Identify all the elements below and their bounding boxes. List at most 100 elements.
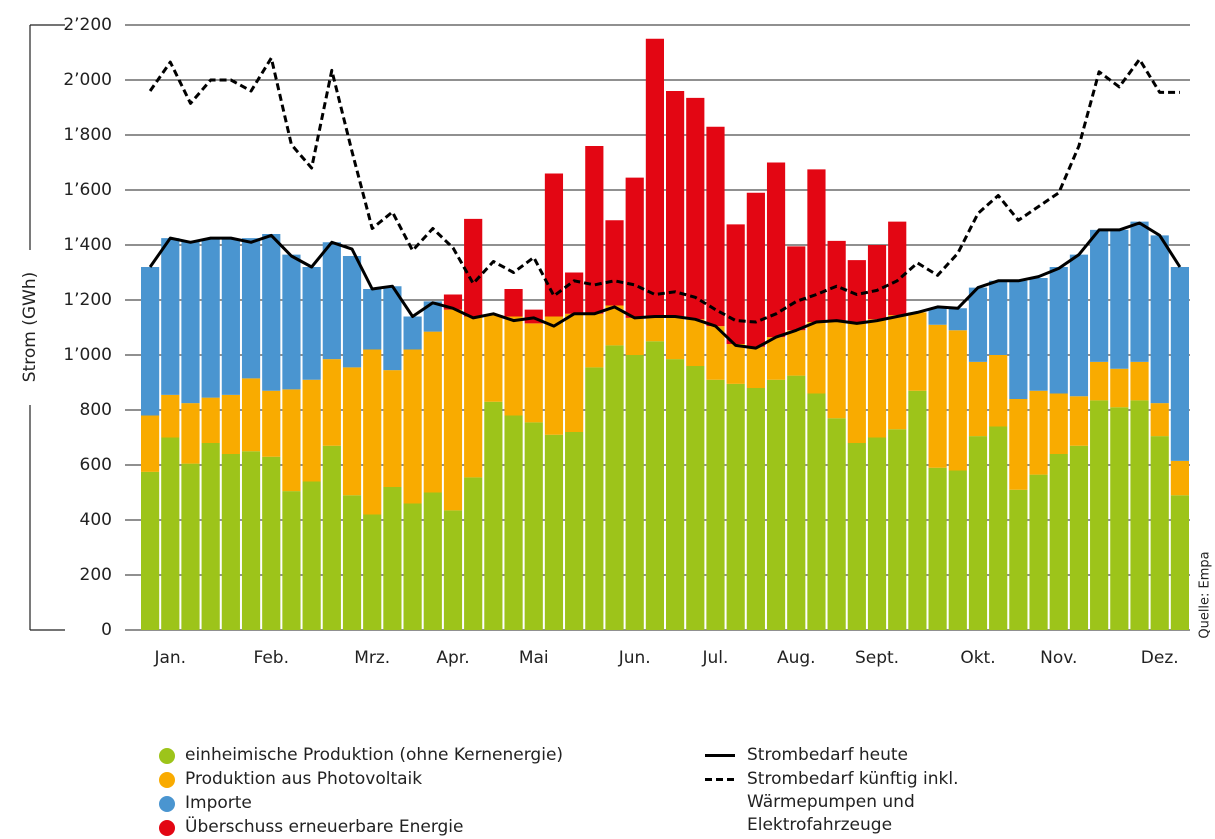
bar-segment: [201, 239, 220, 398]
bar-segment: [1150, 436, 1169, 630]
bar-segment: [605, 345, 624, 630]
y-tick-label: 1’800: [63, 125, 112, 145]
bar-segment: [141, 267, 160, 416]
bar-segment: [867, 319, 887, 438]
y-tick-label: 1’200: [63, 290, 112, 310]
bar-segment: [443, 510, 463, 630]
bar-segment: [746, 346, 765, 388]
bar-segment: [989, 355, 1008, 427]
bar-segment: [423, 492, 442, 630]
bar-segment: [807, 169, 826, 322]
bar-segment: [484, 401, 503, 630]
bar-segment: [524, 422, 543, 630]
bar-segment: [221, 454, 240, 630]
bar-segment: [363, 514, 382, 630]
bar-segment: [585, 313, 604, 368]
bar-segment: [928, 324, 947, 468]
bar-segment: [645, 38, 664, 318]
bar-segment: [403, 349, 422, 504]
bar-segment: [827, 418, 846, 630]
bar-segment: [544, 316, 564, 435]
bar-segment: [787, 246, 806, 331]
bar-segment: [1029, 474, 1048, 630]
bar-segment: [787, 330, 806, 376]
bar-segment: [1029, 390, 1048, 475]
bar-segment: [1110, 368, 1129, 408]
bar-segment: [565, 313, 584, 432]
y-tick-label: 1’400: [63, 235, 112, 255]
bar-segment: [746, 388, 765, 630]
bar-segment: [989, 426, 1008, 630]
bar-segment: [544, 173, 564, 317]
bar-segment: [1049, 454, 1068, 630]
bar-segment: [908, 390, 927, 630]
bar-segment: [948, 330, 967, 471]
bar-segment: [686, 97, 705, 320]
bar-segment: [201, 443, 220, 630]
bar-segment: [706, 379, 725, 630]
bar-segment: [706, 126, 725, 327]
y-tick-label: 1’600: [63, 180, 112, 200]
bar-segment: [968, 436, 988, 630]
bar-segment: [161, 394, 180, 438]
bar-segment: [847, 260, 866, 324]
bar-segment: [827, 320, 846, 419]
bar-segment: [504, 316, 523, 416]
bar-segment: [766, 337, 786, 380]
bar-segment: [847, 323, 866, 443]
y-tick-label: 800: [80, 400, 112, 420]
bar-segment: [302, 379, 321, 482]
bar-segment: [342, 367, 362, 496]
bar-segment: [565, 432, 584, 630]
bar-segment: [1009, 280, 1028, 399]
bar-segment: [666, 316, 685, 360]
bar-segment: [787, 375, 806, 630]
bar-segment: [544, 434, 564, 630]
bar-segment: [1090, 229, 1109, 362]
bar-segment: [464, 316, 483, 478]
bar-segment: [948, 470, 967, 630]
x-tick-label: Sept.: [855, 648, 899, 668]
bar-segment: [867, 245, 887, 320]
bar-segment: [322, 359, 341, 446]
source: Quelle: Empa: [1198, 551, 1213, 638]
bar-segment: [1009, 399, 1028, 490]
bar-segment: [241, 451, 261, 630]
bar-segment: [807, 393, 826, 630]
bar-segment: [1150, 403, 1169, 437]
x-tick-label: Jan.: [153, 648, 186, 668]
bar-segment: [1069, 396, 1089, 446]
bar-segment: [666, 359, 685, 630]
bar-segment: [666, 91, 685, 317]
bar-segment: [282, 491, 301, 630]
bar-segment: [1130, 221, 1149, 362]
line: [148, 221, 1182, 350]
bar-segment: [706, 326, 725, 380]
bar-segment: [423, 301, 442, 332]
bar-segment: [383, 370, 402, 487]
bar-segment: [161, 238, 180, 395]
bar-segment: [605, 220, 624, 306]
bar-segment: [1170, 495, 1189, 630]
bar-segment: [504, 415, 523, 630]
bar-segment: [928, 308, 947, 325]
bar-segment: [585, 367, 604, 630]
bar-segment: [1029, 278, 1048, 391]
bar-segment: [888, 221, 907, 316]
bar-segment: [302, 267, 321, 380]
bar-segment: [322, 445, 341, 630]
bar-segment: [1069, 445, 1089, 630]
bar-segment: [565, 272, 584, 314]
bar-segment: [686, 319, 705, 366]
x-tick-label: Mrz.: [354, 648, 390, 668]
bar-segment: [302, 481, 321, 630]
bar-segment: [241, 378, 261, 452]
y-axis-title: Strom (GWh): [20, 272, 40, 382]
bar-segment: [1090, 361, 1109, 401]
bar-segment: [746, 192, 765, 347]
bar-segment: [585, 146, 604, 314]
bar-segment: [1049, 267, 1068, 394]
bar-segment: [342, 495, 362, 630]
bar-segment: [867, 437, 887, 630]
bar-segment: [625, 177, 644, 318]
